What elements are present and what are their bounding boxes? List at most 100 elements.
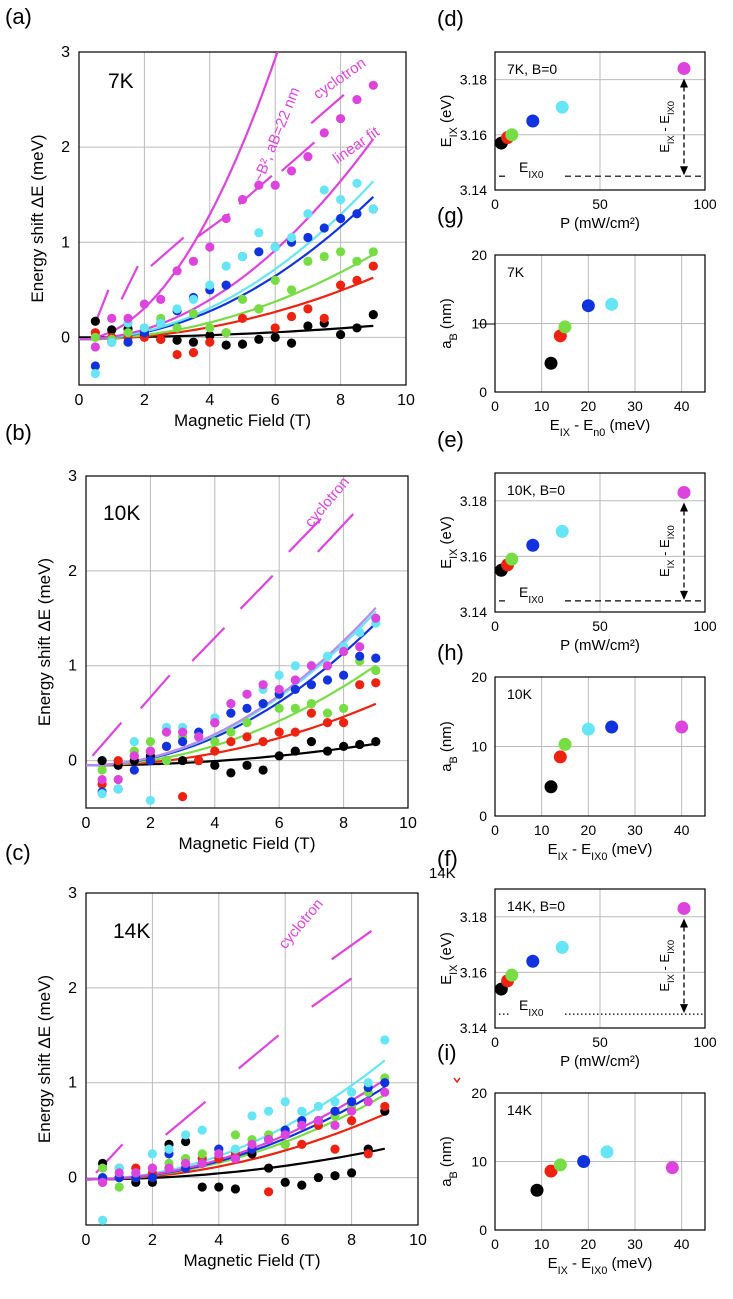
x-tick-label: 20 bbox=[581, 1236, 597, 1252]
data-point-green bbox=[352, 256, 362, 266]
baseline-label: EIX0 bbox=[519, 997, 544, 1019]
y-axis-label: EIX (eV) bbox=[438, 516, 460, 569]
plot-frame bbox=[78, 51, 407, 386]
data-point-magenta bbox=[147, 1163, 157, 1173]
data-point-cyan bbox=[336, 194, 346, 205]
plot-frame bbox=[494, 1092, 706, 1231]
y-tick-label: 1 bbox=[68, 1075, 77, 1092]
plot-area bbox=[86, 930, 390, 1225]
panel-label: (d) bbox=[437, 6, 464, 31]
data-point-green bbox=[123, 328, 133, 338]
data-point-blue bbox=[178, 737, 188, 747]
x-tick-label: 10 bbox=[397, 392, 415, 409]
temperature-label: 14K bbox=[113, 920, 150, 943]
data-point-cyan bbox=[264, 1106, 274, 1116]
data-point-red bbox=[242, 732, 252, 742]
data-point-red bbox=[306, 708, 316, 718]
data-point-green bbox=[98, 1163, 108, 1173]
data-point-cyan bbox=[581, 722, 595, 736]
panel-label: (f) bbox=[437, 846, 458, 871]
data-point-black bbox=[286, 338, 297, 348]
x-axis-label: P (mW/cm²) bbox=[560, 637, 640, 654]
y-axis-label: aB (nm) bbox=[438, 721, 460, 772]
data-point-magenta bbox=[675, 720, 689, 734]
y-tick-label: 10 bbox=[471, 739, 487, 755]
data-point-magenta bbox=[319, 128, 329, 138]
data-point-red bbox=[297, 1139, 307, 1149]
x-axis-label: P (mW/cm²) bbox=[560, 215, 640, 232]
data-point-blue bbox=[221, 280, 231, 290]
panel-title: 14K, B=0 bbox=[507, 898, 565, 914]
data-point-black bbox=[544, 356, 558, 370]
data-point-red bbox=[336, 280, 346, 290]
data-point-green bbox=[339, 703, 349, 714]
cyclotron-guide bbox=[310, 93, 345, 125]
plot-frame bbox=[494, 676, 706, 817]
data-point-magenta bbox=[197, 1158, 207, 1168]
data-point-blue bbox=[129, 765, 139, 775]
data-point-black bbox=[254, 334, 264, 344]
data-point-blue bbox=[123, 337, 133, 347]
cyclotron-guide bbox=[317, 513, 355, 553]
plot-frame bbox=[494, 888, 706, 1029]
data-point-cyan bbox=[172, 304, 182, 314]
y-axis-label: EIX (eV) bbox=[438, 95, 460, 148]
data-point-blue bbox=[303, 232, 313, 243]
data-point-red bbox=[258, 737, 268, 747]
data-point-blue bbox=[355, 651, 365, 661]
data-point-cyan bbox=[145, 795, 155, 806]
data-point-blue bbox=[145, 755, 155, 766]
panel-i: (i) 0 10 20 30 40 0 10 20 EIX - EIX0 (meV) aB (nm)… bbox=[437, 1040, 706, 1277]
x-tick-label: 2 bbox=[148, 1232, 157, 1249]
fit-curve-cyan bbox=[79, 180, 375, 341]
data-point-blue bbox=[254, 247, 264, 257]
data-point-green bbox=[230, 1130, 240, 1140]
y-tick-label: 3 bbox=[68, 468, 77, 485]
data-point-cyan bbox=[230, 1144, 240, 1154]
data-point-red bbox=[553, 750, 567, 764]
data-point-black bbox=[339, 741, 349, 751]
data-point-black bbox=[368, 309, 378, 320]
cyclotron-guide bbox=[331, 930, 373, 961]
data-point-blue bbox=[290, 684, 300, 695]
data-point-black bbox=[264, 1163, 274, 1173]
x-tick-label: 20 bbox=[581, 822, 597, 838]
data-point-black bbox=[355, 739, 365, 750]
data-point-red bbox=[194, 755, 204, 766]
data-point-red bbox=[347, 1116, 357, 1126]
plot-frame bbox=[85, 892, 419, 1226]
data-point-magenta bbox=[368, 80, 378, 90]
data-point-black bbox=[274, 751, 284, 761]
data-point-magenta bbox=[210, 718, 220, 728]
data-point-magenta bbox=[280, 1130, 290, 1140]
data-point-magenta bbox=[113, 774, 123, 785]
data-point-green bbox=[205, 323, 215, 333]
data-point-magenta bbox=[286, 166, 297, 176]
temperature-label: 7K bbox=[108, 70, 134, 93]
data-point-black bbox=[544, 780, 558, 794]
data-point-cyan bbox=[280, 1097, 290, 1107]
x-tick-label: 40 bbox=[674, 822, 690, 838]
data-point-cyan bbox=[129, 737, 139, 747]
data-point-red bbox=[290, 727, 300, 737]
data-point-black bbox=[242, 760, 252, 770]
y-axis-label: Energy shift ΔE (meV) bbox=[35, 975, 54, 1143]
plot-area bbox=[79, 52, 378, 379]
annotation-cyclotron: cyclotron bbox=[310, 54, 369, 102]
data-point-black bbox=[371, 737, 381, 747]
data-point-green bbox=[553, 1158, 567, 1172]
stray-mark bbox=[453, 1077, 461, 1084]
data-point-black bbox=[352, 323, 362, 333]
data-point-magenta bbox=[237, 194, 248, 205]
y-tick-label: 0 bbox=[479, 1222, 487, 1238]
data-point-blue bbox=[526, 954, 540, 968]
x-tick-label: 10 bbox=[409, 1232, 427, 1249]
data-point-blue bbox=[605, 720, 619, 734]
y-tick-label: 20 bbox=[471, 247, 487, 263]
data-point-cyan bbox=[147, 1149, 157, 1159]
panel-label: (b) bbox=[5, 420, 32, 445]
data-point-red bbox=[156, 334, 166, 344]
data-point-cyan bbox=[221, 261, 231, 271]
data-point-magenta bbox=[270, 180, 280, 190]
cyclotron-guide bbox=[150, 236, 185, 267]
